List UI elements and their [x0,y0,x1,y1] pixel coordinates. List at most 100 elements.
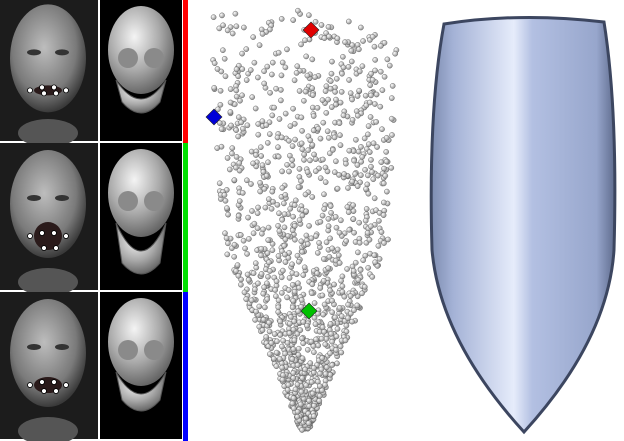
point [353,137,358,142]
point [296,185,301,190]
figure [0,0,624,441]
point [326,97,331,102]
point [283,260,288,265]
point [232,242,237,247]
point [242,290,247,295]
point [350,97,355,102]
point [290,262,295,267]
point [259,153,264,158]
point [319,336,324,341]
point [341,65,346,70]
point [312,75,317,80]
point [307,398,312,403]
point [253,317,258,322]
point [363,167,368,172]
point [332,135,337,140]
point [374,119,379,124]
point [321,120,326,125]
point [243,246,248,251]
point [255,226,260,231]
point [362,136,367,141]
point [366,191,371,196]
point [369,71,374,76]
point [344,323,349,328]
point [376,243,381,248]
point [320,157,325,162]
point [320,293,325,298]
point [305,170,310,175]
point [278,319,283,324]
point [326,135,331,140]
point [259,231,264,236]
point [234,88,239,93]
point [290,305,295,310]
point [248,68,253,73]
point [310,194,315,199]
point [368,114,373,119]
point [323,180,328,185]
point [338,100,343,105]
point [276,253,281,258]
point [292,203,297,208]
marker [64,234,69,239]
point [273,287,278,292]
point [215,146,220,151]
eye-socket [118,48,138,68]
marker [64,88,69,93]
point [362,284,367,289]
point [245,251,250,256]
point [305,347,310,352]
point [318,136,323,141]
point [306,421,311,426]
point [212,85,217,90]
point [342,294,347,299]
point [264,123,269,128]
point [290,401,295,406]
point [363,93,368,98]
point [302,265,307,270]
point [348,293,353,298]
point [328,79,333,84]
point [321,312,326,317]
point [228,100,233,105]
eye-socket [118,191,138,211]
point [251,231,256,236]
point [311,403,316,408]
point [358,25,363,30]
point [299,115,304,120]
point [327,254,332,259]
point [267,352,272,357]
point [389,132,394,137]
point [244,178,249,183]
point [315,250,320,255]
point [240,190,245,195]
point [309,291,314,296]
point [285,295,290,300]
point [237,98,242,103]
point [323,89,328,94]
neck [18,268,78,296]
point [215,66,220,71]
point [280,268,285,273]
point [229,123,234,128]
point [311,113,316,118]
point [233,165,238,170]
point [272,332,277,337]
point [351,203,356,208]
point [291,406,296,411]
point [292,289,297,294]
point [324,365,329,370]
point [251,161,256,166]
point [266,260,271,265]
head [10,4,86,112]
point [384,135,389,140]
point [316,126,321,131]
point [305,242,310,247]
point [340,289,345,294]
point [313,234,318,239]
point [227,167,232,172]
point [283,111,288,116]
point [349,59,354,64]
point [262,81,267,86]
point [356,277,361,282]
